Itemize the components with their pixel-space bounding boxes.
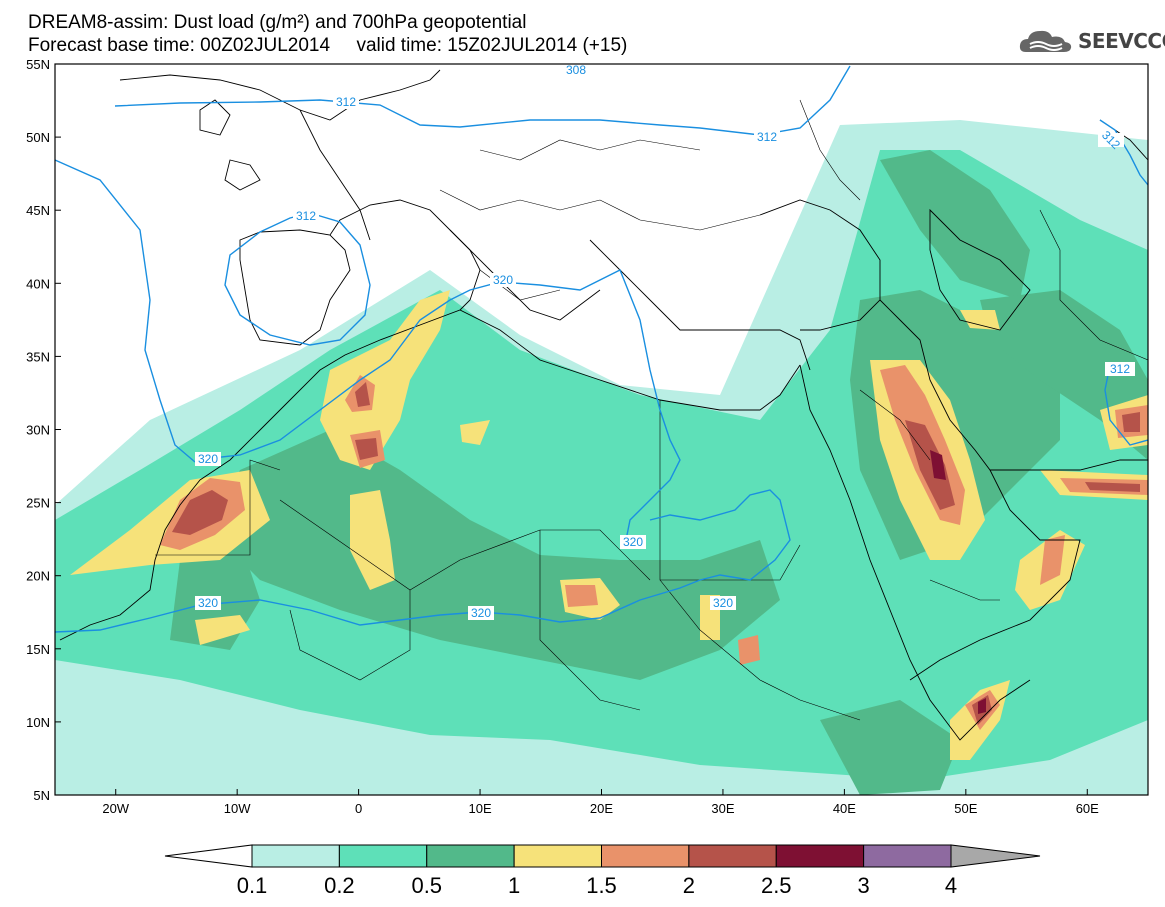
contour-label: 320: [198, 452, 218, 466]
seevccc-logo: SEEVCCC: [1018, 26, 1165, 56]
lat-tick-label: 20N: [26, 569, 50, 584]
contour-label: 312: [296, 209, 316, 223]
lat-tick-label: 40N: [26, 276, 50, 291]
lat-tick-label: 50N: [26, 130, 50, 145]
colorbar-swatch: [251, 844, 340, 868]
colorbar: 0.1 0.2 0.5 1 1.5 2 2.5 3 4: [164, 844, 1041, 898]
lat-tick-label: 25N: [26, 496, 50, 511]
colorbar-swatch: [775, 844, 865, 868]
lat-tick-label: 10N: [26, 715, 50, 730]
contour-label: 312: [1110, 362, 1130, 376]
lat-tick-label: 45N: [26, 203, 50, 218]
colorbar-min-arrow: [164, 844, 253, 868]
lat-tick-label: 35N: [26, 349, 50, 364]
colorbar-tick-label: 2.5: [761, 873, 792, 898]
cloud-logo-icon: [1019, 30, 1072, 52]
colorbar-swatch: [601, 844, 690, 868]
colorbar-tick-label: 3: [858, 873, 870, 898]
lon-tick-label: 20W: [102, 801, 129, 816]
colorbar-max-arrow: [950, 844, 1041, 868]
contour-label: 320: [471, 606, 491, 620]
colorbar-swatch: [338, 844, 428, 868]
lon-tick-label: 0: [355, 801, 362, 816]
colorbar-tick-label: 0.1: [237, 873, 268, 898]
contour-label: 320: [713, 596, 733, 610]
lon-tick-label: 50E: [954, 801, 977, 816]
lon-tick-label: 40E: [833, 801, 856, 816]
colorbar-swatch: [513, 844, 602, 868]
forecast-time-line: Forecast base time: 00Z02JUL2014 valid t…: [28, 35, 628, 56]
contour-label: 312: [757, 130, 777, 144]
lon-tick-label: 30E: [711, 801, 734, 816]
contour-labels: 312 312 312 312 312 320 320 320 320 320 …: [195, 63, 1135, 620]
colorbar-tick-label: 4: [945, 873, 957, 898]
lat-tick-label: 15N: [26, 642, 50, 657]
colorbar-tick-label: 2: [683, 873, 695, 898]
coastlines: [59, 69, 1148, 741]
country-borders: [155, 99, 1148, 721]
colorbar-tick-label: 0.5: [411, 873, 442, 898]
colorbar-tick-label: 1: [508, 873, 520, 898]
colorbar-swatch: [688, 844, 777, 868]
colorbar-swatch: [863, 844, 952, 868]
contour-label: 308: [566, 63, 586, 77]
lon-tick-label: 20E: [590, 801, 613, 816]
colorbar-swatch: [426, 844, 515, 868]
contour-label: 320: [493, 273, 513, 287]
contour-label: 320: [198, 596, 218, 610]
logo-text: SEEVCCC: [1078, 29, 1165, 53]
lon-tick-label: 10W: [224, 801, 251, 816]
lat-tick-label: 30N: [26, 423, 50, 438]
lon-tick-label: 10E: [468, 801, 491, 816]
geopotential-contours: [55, 65, 1148, 633]
colorbar-tick-label: 0.2: [324, 873, 355, 898]
contour-label: 312: [336, 95, 356, 109]
lat-tick-label: 55N: [26, 57, 50, 72]
lat-tick-label: 5N: [33, 788, 50, 803]
contour-label: 320: [623, 535, 643, 549]
dust-fields: [55, 120, 1148, 795]
colorbar-tick-label: 1.5: [586, 873, 617, 898]
axis-ticks: 55N 50N 45N 40N 35N 30N 25N 20N 15N 10N 5N 20W 10W 0 1…: [26, 57, 1099, 816]
map-title: DREAM8-assim: Dust load (g/m²) and 700hP…: [28, 12, 527, 33]
lon-tick-label: 60E: [1076, 801, 1099, 816]
